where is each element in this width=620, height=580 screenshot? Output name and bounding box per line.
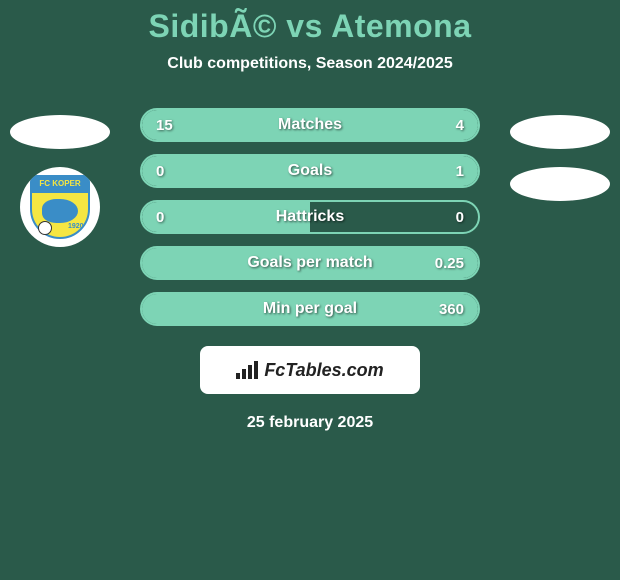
page-title: SidibÃ© vs Atemona	[0, 8, 620, 45]
stat-label: Matches	[142, 116, 478, 134]
stat-row: Goals per match0.25	[140, 246, 480, 280]
stat-row: 15Matches4	[140, 108, 480, 142]
stat-value-right: 0	[456, 209, 464, 226]
brand-bars-icon	[236, 361, 258, 379]
stat-value-right: 4	[456, 117, 464, 134]
club-badge: FC KOPER 1920	[20, 167, 100, 247]
right-player-column	[510, 115, 610, 219]
player-photo-placeholder	[10, 115, 110, 149]
brand-bar	[248, 365, 252, 379]
stat-value-right: 1	[456, 163, 464, 180]
generation-date: 25 february 2025	[0, 414, 620, 432]
stat-label: Hattricks	[142, 208, 478, 226]
brand-text: FcTables.com	[264, 360, 383, 381]
stat-row: Min per goal360	[140, 292, 480, 326]
player-photo-placeholder	[510, 167, 610, 201]
brand-bar	[242, 369, 246, 379]
stat-label: Min per goal	[142, 300, 478, 318]
stat-row: 0Hattricks0	[140, 200, 480, 234]
badge-bull-icon	[42, 199, 78, 223]
badge-year: 1920	[68, 223, 84, 230]
left-player-column: FC KOPER 1920	[10, 115, 110, 247]
page-subtitle: Club competitions, Season 2024/2025	[0, 55, 620, 73]
brand-bar	[236, 373, 240, 379]
stat-label: Goals per match	[142, 254, 478, 272]
player-photo-placeholder	[510, 115, 610, 149]
badge-club-name: FC KOPER	[30, 175, 90, 193]
stat-value-right: 0.25	[435, 255, 464, 272]
brand-footer[interactable]: FcTables.com	[200, 346, 420, 394]
stat-value-right: 360	[439, 301, 464, 318]
badge-ball-icon	[38, 221, 52, 235]
stat-row: 0Goals1	[140, 154, 480, 188]
brand-bar	[254, 361, 258, 379]
stat-label: Goals	[142, 162, 478, 180]
